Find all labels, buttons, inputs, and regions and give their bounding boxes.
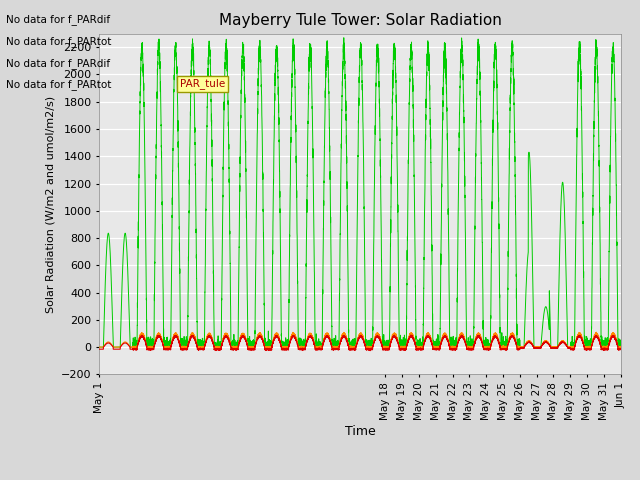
Text: PAR_tule: PAR_tule	[180, 78, 225, 89]
Y-axis label: Solar Radiation (W/m2 and umol/m2/s): Solar Radiation (W/m2 and umol/m2/s)	[45, 96, 56, 312]
PAR In	[362, 338, 369, 344]
PAR Water	[407, 332, 415, 338]
Title: Mayberry Tule Tower: Solar Radiation: Mayberry Tule Tower: Solar Radiation	[219, 13, 501, 28]
PAR Tule	[145, 346, 152, 352]
PAR In	[617, 344, 625, 350]
Text: No data for f_PARdif: No data for f_PARdif	[6, 14, 111, 25]
PAR In	[449, 340, 457, 346]
PAR Tule	[617, 344, 625, 349]
Text: No data for f_PARdif: No data for f_PARdif	[6, 58, 111, 69]
PAR Water	[617, 346, 625, 352]
PAR Tule	[410, 333, 417, 338]
PAR Water	[366, 348, 374, 354]
PAR In	[340, 35, 348, 41]
PAR Tule	[314, 345, 321, 350]
PAR Tule	[95, 344, 103, 350]
PAR Tule	[201, 344, 209, 349]
PAR Water	[201, 343, 209, 348]
PAR In	[314, 344, 321, 350]
PAR Tule	[288, 333, 296, 338]
X-axis label: Time: Time	[344, 425, 376, 438]
PAR In	[288, 90, 296, 96]
Line: PAR Water: PAR Water	[99, 335, 621, 351]
PAR Water	[95, 346, 103, 352]
Text: No data for f_PARtot: No data for f_PARtot	[6, 36, 112, 47]
PAR Tule	[593, 329, 600, 335]
PAR Water	[410, 336, 417, 342]
PAR In	[201, 309, 209, 314]
PAR Water	[288, 335, 296, 340]
PAR Water	[362, 344, 369, 350]
Text: No data for f_PARtot: No data for f_PARtot	[6, 79, 112, 90]
PAR In	[95, 344, 103, 350]
PAR Tule	[362, 344, 369, 349]
PAR Water	[314, 347, 321, 353]
PAR Water	[449, 347, 457, 352]
PAR In	[410, 103, 417, 109]
Line: PAR Tule: PAR Tule	[99, 332, 621, 349]
PAR Tule	[449, 344, 457, 350]
Line: PAR In: PAR In	[99, 38, 621, 347]
